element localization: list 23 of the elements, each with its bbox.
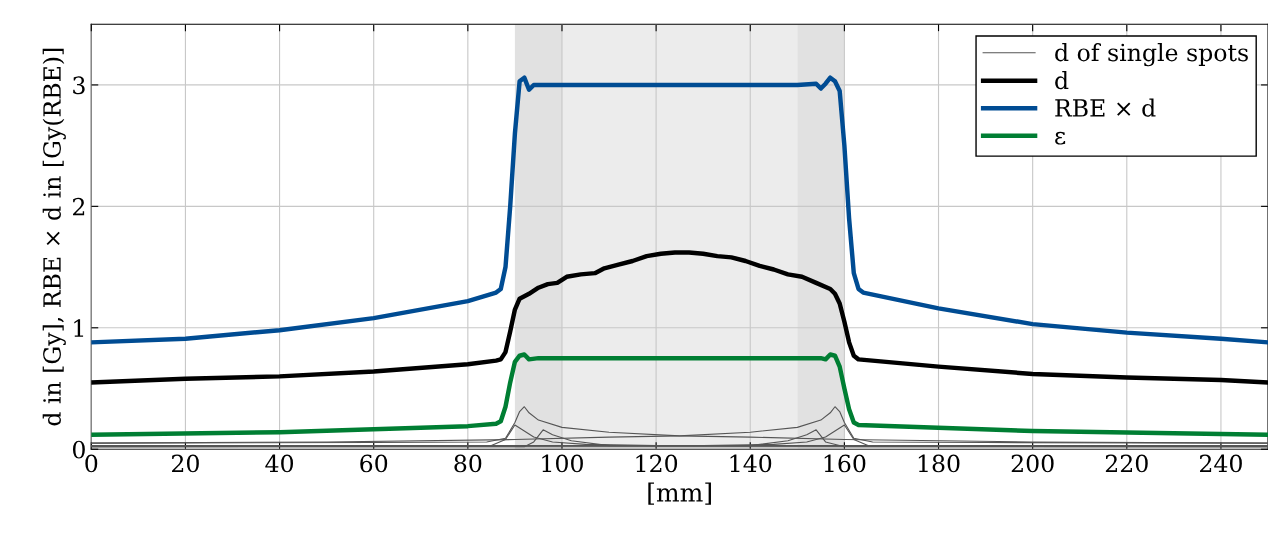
- x-tick-label: 40: [265, 454, 294, 473]
- x-tick-label: 160: [824, 454, 866, 473]
- x-tick-label: 100: [542, 454, 583, 473]
- x-tick-label: 200: [1011, 454, 1054, 473]
- x-tick-label: 20: [172, 454, 199, 473]
- y-axis-title: d in [Gy], RBE × d in [Gy(RBE)]: [42, 48, 66, 426]
- legend-label: d: [1055, 71, 1069, 90]
- x-tick-label: 240: [1200, 454, 1242, 473]
- x-tick-label: 0: [85, 454, 98, 473]
- x-tick-label: 120: [636, 454, 678, 473]
- x-tick-label: 220: [1105, 454, 1148, 473]
- x-tick-label: 60: [360, 454, 388, 473]
- y-tick-label: 2: [73, 197, 85, 216]
- y-tick-label: 1: [74, 319, 84, 337]
- x-axis-title: [mm]: [648, 482, 711, 505]
- legend-label: ε: [1055, 131, 1066, 145]
- y-tick-label: 3: [73, 76, 85, 95]
- legend-label: RBE × d: [1055, 98, 1156, 117]
- legend-label: d of single spots: [1055, 43, 1248, 67]
- x-tick-label: 80: [454, 454, 482, 473]
- x-tick-label: 140: [730, 454, 772, 473]
- x-tick-label: 180: [918, 454, 960, 473]
- y-tick-label: 0: [72, 440, 85, 459]
